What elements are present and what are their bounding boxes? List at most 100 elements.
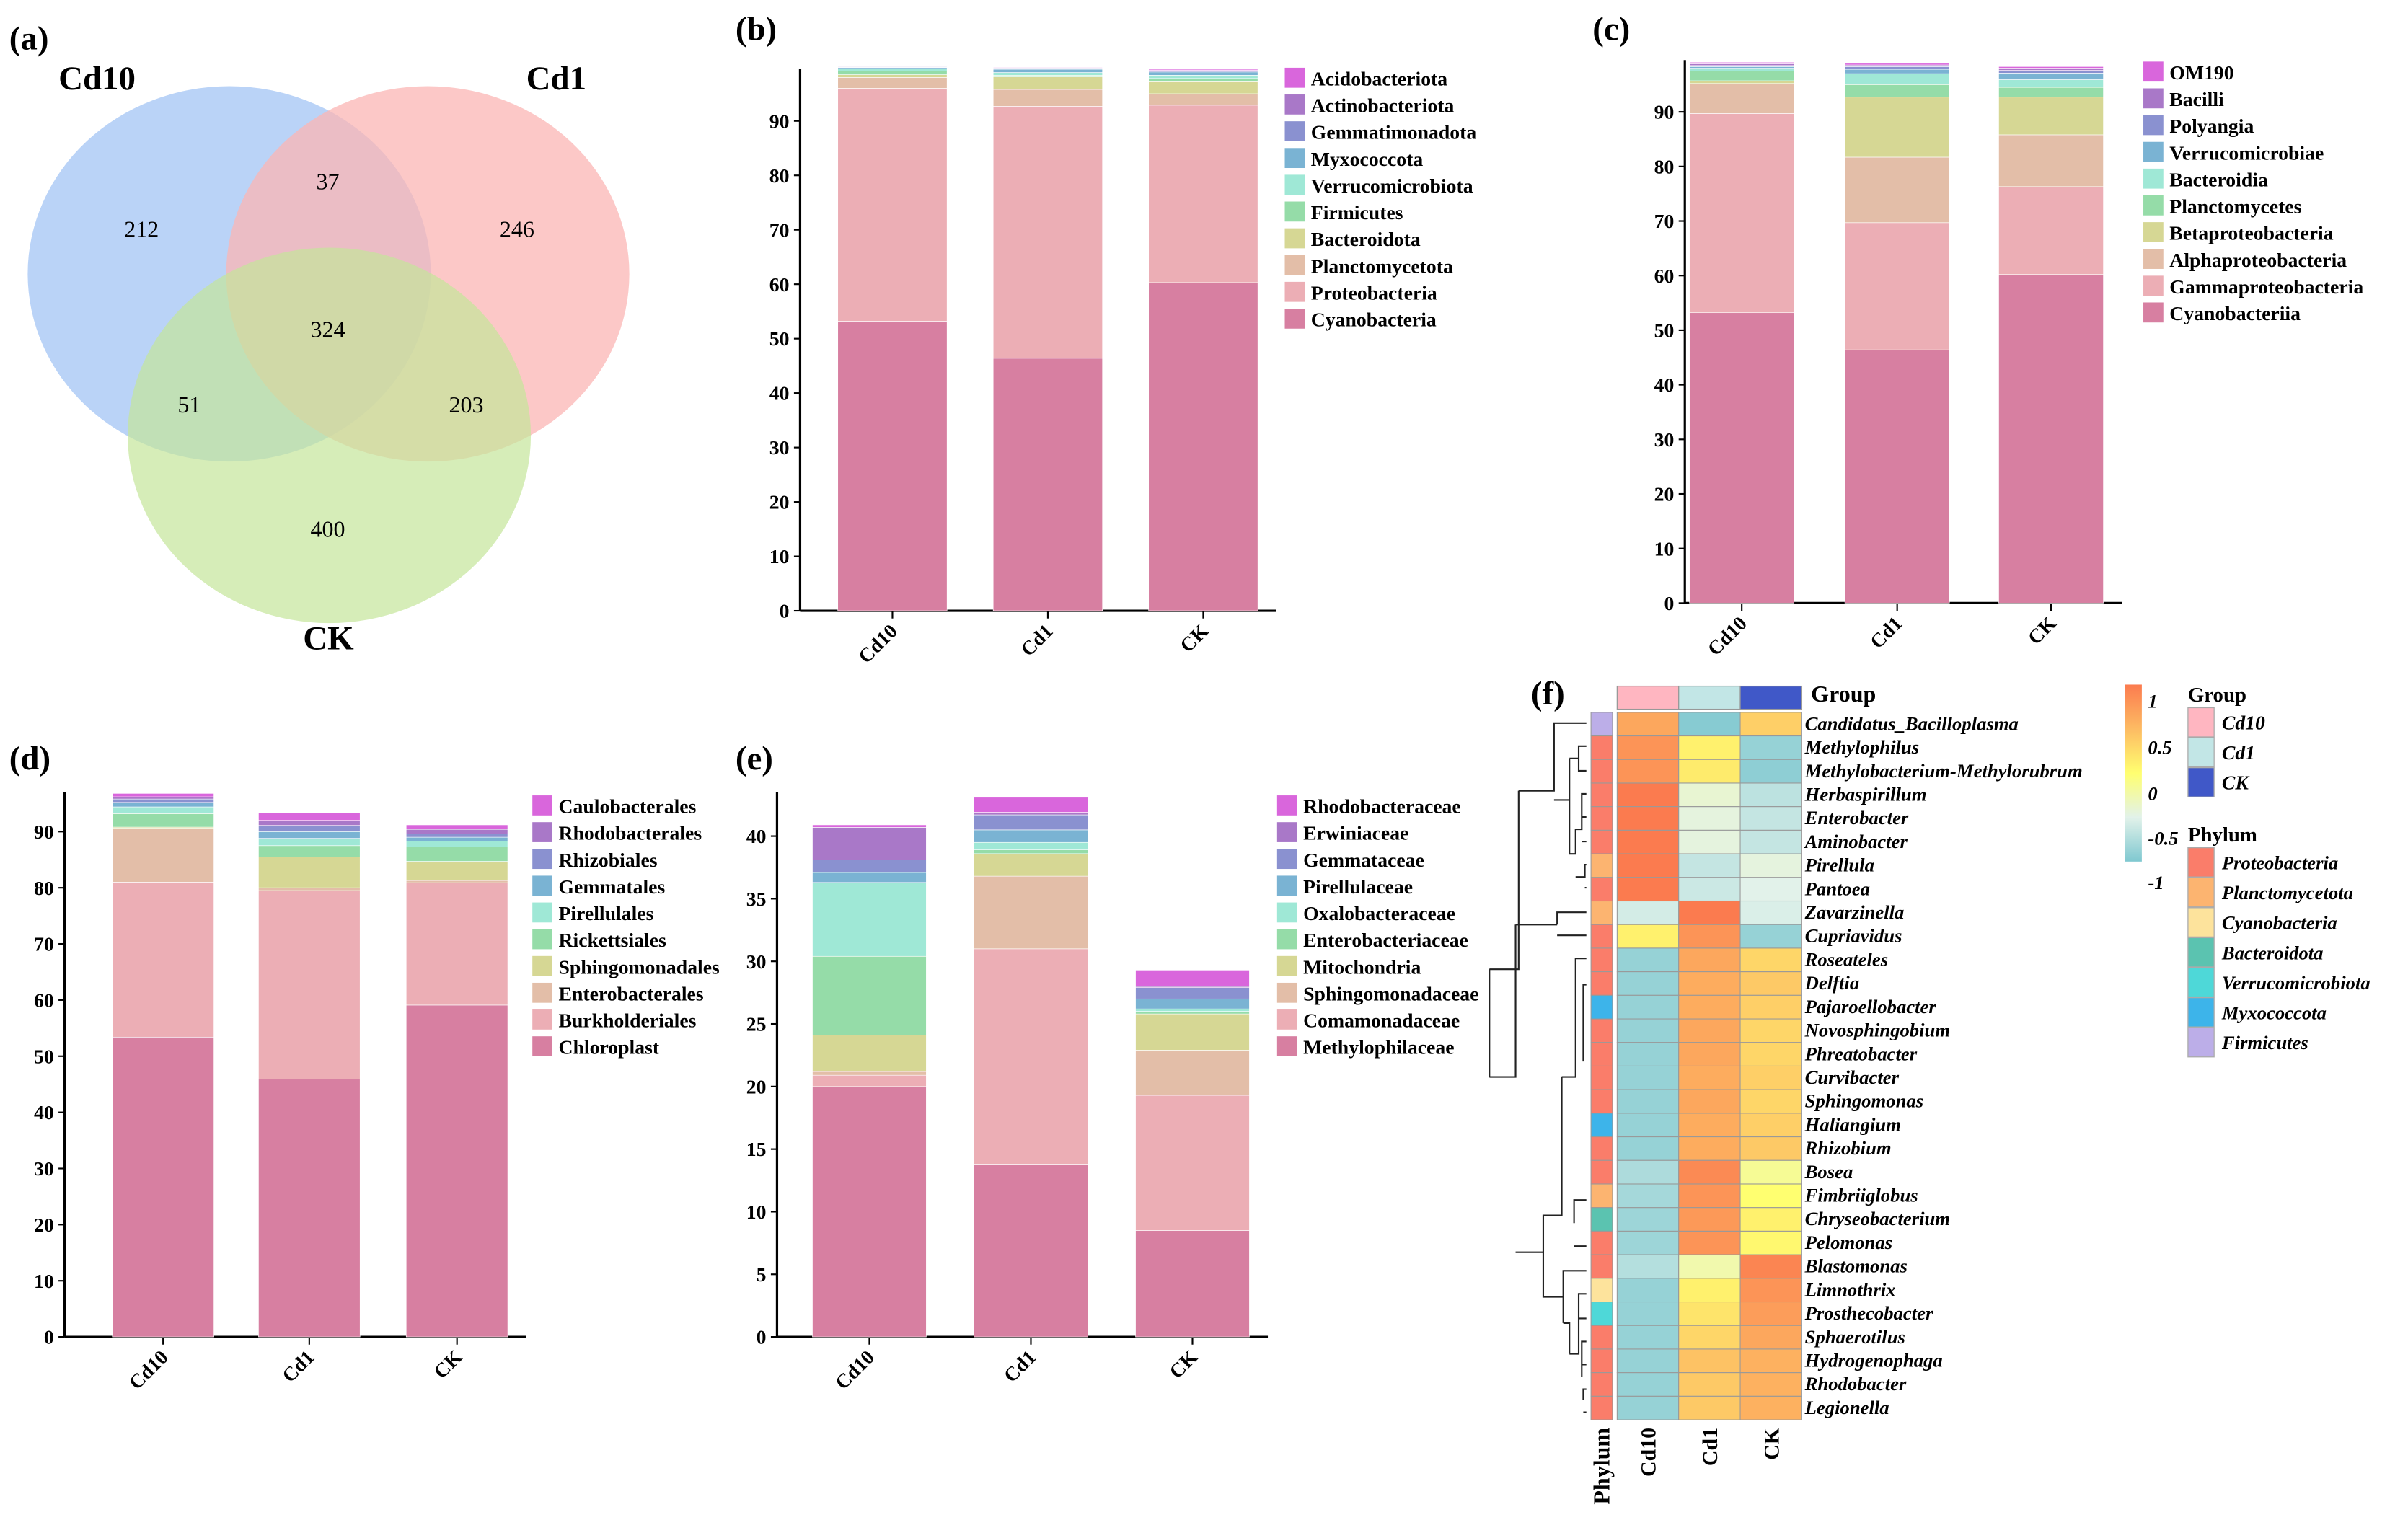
legend-swatch bbox=[1276, 849, 1297, 870]
bar-segment bbox=[258, 825, 361, 832]
heatmap-cell bbox=[1616, 1113, 1680, 1138]
phylum-annotation-cell bbox=[1590, 1278, 1613, 1303]
y-tick-label: 10 bbox=[34, 1270, 54, 1292]
bar-segment bbox=[1148, 69, 1258, 71]
legend-label: Gemmatimonadota bbox=[1311, 121, 1477, 143]
legend-label: Myxococcota bbox=[1311, 148, 1424, 170]
heatmap-cell bbox=[1616, 782, 1680, 808]
legend-label: Betaproteobacteria bbox=[2169, 222, 2333, 244]
heatmap-cell bbox=[1678, 759, 1741, 784]
x-tick-label: CK bbox=[429, 1346, 467, 1383]
legend-swatch bbox=[2143, 195, 2164, 216]
heatmap-cell bbox=[1616, 829, 1680, 854]
row-label: Rhodobacter bbox=[1804, 1373, 1907, 1395]
y-tick-label: 0 bbox=[780, 600, 790, 622]
heatmap-cell bbox=[1739, 1254, 1802, 1279]
phylum-legend-label: Bacteroidota bbox=[2221, 942, 2324, 963]
x-tick-label: CK bbox=[1176, 619, 1213, 657]
row-label: Candidatus_Bacilloplasma bbox=[1805, 712, 2019, 734]
row-label: Phreatobacter bbox=[1804, 1043, 1918, 1064]
heatmap-cell bbox=[1739, 1113, 1802, 1138]
y-tick-label: 40 bbox=[1654, 374, 1675, 396]
bar-segment bbox=[812, 860, 927, 873]
row-label: Herbaspirillum bbox=[1804, 784, 1927, 805]
y-tick-label: 20 bbox=[34, 1214, 54, 1236]
bar-segment bbox=[112, 793, 214, 797]
bar-segment bbox=[405, 882, 508, 1006]
heatmap-cell bbox=[1678, 1230, 1741, 1255]
bar-segment bbox=[974, 814, 1088, 831]
phylum-annotation-cell bbox=[1590, 877, 1613, 902]
bar-segment bbox=[837, 77, 948, 89]
bar-segment bbox=[1689, 66, 1795, 69]
heatmap-cell bbox=[1678, 994, 1741, 1020]
legend-swatch bbox=[532, 982, 552, 1003]
bar-segment bbox=[1689, 312, 1795, 604]
legend-swatch bbox=[2143, 61, 2164, 82]
venn-diagram: (a) Cd10 Cd1 CK 212 37 246 324 51 203 40… bbox=[9, 19, 630, 657]
heatmap-cell bbox=[1739, 1018, 1802, 1043]
bar-segment bbox=[405, 847, 508, 862]
row-label: Fimbriiglobus bbox=[1804, 1185, 1918, 1206]
legend-label: Gammaproteobacteria bbox=[2169, 275, 2363, 298]
legend-label: Proteobacteria bbox=[1311, 281, 1437, 304]
row-label: Blastomonas bbox=[1804, 1255, 1908, 1277]
legend-label: Verrucomicrobiota bbox=[1311, 174, 1473, 197]
x-tick-label: Cd1 bbox=[1866, 612, 1907, 653]
heatmap-cell bbox=[1616, 1207, 1680, 1232]
heatmap-cell bbox=[1678, 1065, 1741, 1090]
panel-label-a: (a) bbox=[9, 19, 49, 57]
bar-segment bbox=[837, 74, 948, 78]
bar-segment bbox=[992, 66, 1103, 69]
phylum-annotation-cell bbox=[1590, 1207, 1613, 1232]
heatmap-cell bbox=[1616, 1325, 1680, 1350]
phylum-annotation-cell bbox=[1590, 924, 1613, 949]
bar-segment bbox=[405, 880, 508, 883]
legend-swatch bbox=[1284, 255, 1305, 275]
heatmap-cell bbox=[1678, 1278, 1741, 1303]
bar-segment bbox=[974, 1164, 1088, 1338]
bar-segment bbox=[1998, 186, 2104, 275]
heatmap-cell bbox=[1678, 1207, 1741, 1232]
phylum-annotation-cell bbox=[1590, 1136, 1613, 1161]
panel-label: (f) bbox=[1531, 675, 1565, 712]
y-tick-label: 30 bbox=[1654, 428, 1675, 451]
y-tick-label: 60 bbox=[1654, 265, 1675, 287]
row-label: Bosea bbox=[1804, 1161, 1853, 1183]
bar-segment bbox=[992, 76, 1103, 90]
column-label: CK bbox=[1760, 1428, 1783, 1460]
row-label: Limnothrix bbox=[1804, 1278, 1896, 1300]
colorbar bbox=[2125, 684, 2142, 862]
heatmap-cell bbox=[1616, 853, 1680, 878]
venn-count: 400 bbox=[310, 516, 345, 542]
legend-label: Pirellulaceae bbox=[1303, 875, 1413, 898]
bar-segment bbox=[1148, 71, 1258, 76]
bar-segment bbox=[405, 841, 508, 847]
legend-swatch bbox=[1276, 822, 1297, 842]
phylum-annotation-cell bbox=[1590, 994, 1613, 1020]
bar-segment bbox=[1844, 73, 1950, 85]
heatmap-cell bbox=[1739, 1042, 1802, 1067]
phylum-annotation-cell bbox=[1590, 829, 1613, 854]
bar-segment bbox=[112, 798, 214, 803]
legend-label: OM190 bbox=[2169, 61, 2233, 84]
phylum-legend-swatch bbox=[2187, 877, 2215, 908]
heatmap-cell bbox=[1678, 924, 1741, 949]
y-tick-label: 50 bbox=[769, 327, 790, 350]
venn-label-cd1: Cd1 bbox=[526, 60, 586, 97]
heatmap-cell bbox=[1678, 971, 1741, 996]
y-tick-label: 10 bbox=[1654, 537, 1675, 560]
phylum-annotation-cell bbox=[1590, 759, 1613, 784]
legend-swatch bbox=[532, 849, 552, 870]
y-tick-label: 20 bbox=[1654, 483, 1675, 505]
y-tick-label: 60 bbox=[34, 989, 54, 1012]
row-label: Roseateles bbox=[1804, 948, 1889, 970]
heatmap-cell bbox=[1678, 1372, 1741, 1397]
group-annotation-cell bbox=[1616, 685, 1680, 710]
bar-segment bbox=[837, 66, 948, 67]
phylum-legend-label: Proteobacteria bbox=[2221, 852, 2338, 873]
y-tick-label: 80 bbox=[769, 164, 790, 187]
row-label: Sphingomonas bbox=[1805, 1090, 1923, 1112]
heatmap-cell bbox=[1616, 1159, 1680, 1185]
heatmap-cell bbox=[1616, 994, 1680, 1020]
